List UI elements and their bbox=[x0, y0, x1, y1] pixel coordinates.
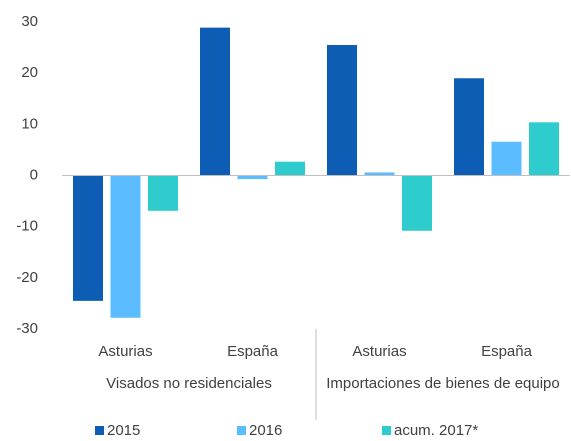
y-tick-label: 20 bbox=[21, 64, 38, 81]
y-tick-label: -10 bbox=[16, 218, 38, 235]
bar bbox=[237, 175, 268, 180]
legend-swatch bbox=[95, 426, 104, 435]
y-tick-label: 10 bbox=[21, 115, 38, 132]
bar bbox=[364, 172, 395, 176]
bar bbox=[402, 175, 432, 231]
bar bbox=[200, 27, 230, 176]
group-label: Visados no residenciales bbox=[106, 375, 272, 392]
bar bbox=[491, 141, 522, 176]
bar bbox=[110, 175, 141, 318]
x-tick-label: Asturias bbox=[352, 343, 406, 360]
x-tick-label: Asturias bbox=[98, 343, 152, 360]
x-tick-label: España bbox=[227, 343, 279, 360]
group-label: Importaciones de bienes de equipo bbox=[326, 375, 560, 392]
bar bbox=[327, 45, 357, 176]
bar bbox=[148, 175, 178, 211]
legend-label: 2015 bbox=[107, 422, 140, 439]
bar bbox=[454, 78, 484, 176]
bar bbox=[275, 161, 305, 176]
legend-swatch bbox=[382, 426, 391, 435]
bar bbox=[73, 175, 103, 301]
y-tick-label: -30 bbox=[16, 320, 38, 337]
x-tick-label: España bbox=[481, 343, 533, 360]
legend-label: acum. 2017* bbox=[394, 422, 478, 439]
legend-label: 2016 bbox=[249, 422, 282, 439]
y-tick-label: -20 bbox=[16, 269, 38, 286]
y-tick-label: 0 bbox=[30, 166, 38, 183]
bar bbox=[529, 122, 559, 176]
legend-swatch bbox=[237, 426, 246, 435]
y-tick-label: 30 bbox=[21, 13, 38, 30]
